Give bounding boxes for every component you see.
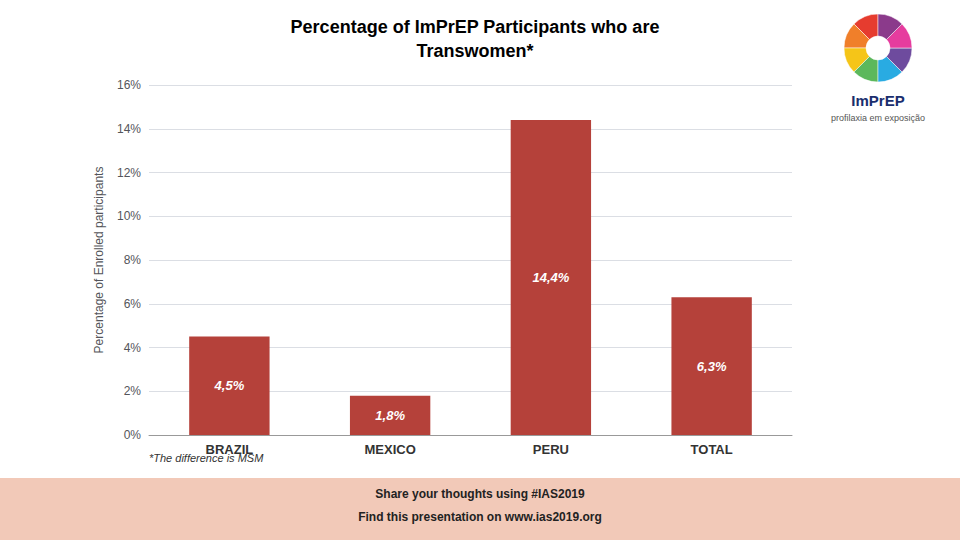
svg-text:MEXICO: MEXICO [364, 442, 415, 457]
svg-text:6,3%: 6,3% [697, 359, 727, 374]
svg-text:16%: 16% [117, 78, 141, 92]
svg-text:*The difference is MSM: *The difference is MSM [149, 452, 264, 464]
svg-text:12%: 12% [117, 166, 141, 180]
svg-text:14%: 14% [117, 122, 141, 136]
svg-text:14,4%: 14,4% [532, 270, 569, 285]
svg-text:Transwomen*: Transwomen* [416, 41, 533, 61]
svg-text:ImPrEP: ImPrEP [851, 92, 904, 109]
svg-text:6%: 6% [124, 297, 142, 311]
svg-text:Percentage of ImPrEP Participa: Percentage of ImPrEP Participants who ar… [291, 17, 660, 37]
svg-text:Share your thoughts using #IAS: Share your thoughts using #IAS2019 [375, 487, 585, 501]
svg-text:4,5%: 4,5% [214, 378, 245, 393]
svg-text:4%: 4% [124, 341, 142, 355]
svg-text:Percentage of Enrolled partici: Percentage of Enrolled participants [92, 167, 106, 354]
svg-text:8%: 8% [124, 253, 142, 267]
svg-text:BRAZIL: BRAZIL [205, 442, 254, 457]
svg-text:2%: 2% [124, 384, 142, 398]
svg-text:0%: 0% [124, 428, 142, 442]
svg-text:PERU: PERU [533, 442, 569, 457]
svg-text:1,8%: 1,8% [375, 408, 405, 423]
svg-text:Find this presentation on www.: Find this presentation on www.ias2019.or… [358, 510, 602, 524]
svg-text:10%: 10% [117, 209, 141, 223]
svg-text:profilaxia em exposição: profilaxia em exposição [831, 113, 925, 123]
svg-text:TOTAL: TOTAL [691, 442, 733, 457]
